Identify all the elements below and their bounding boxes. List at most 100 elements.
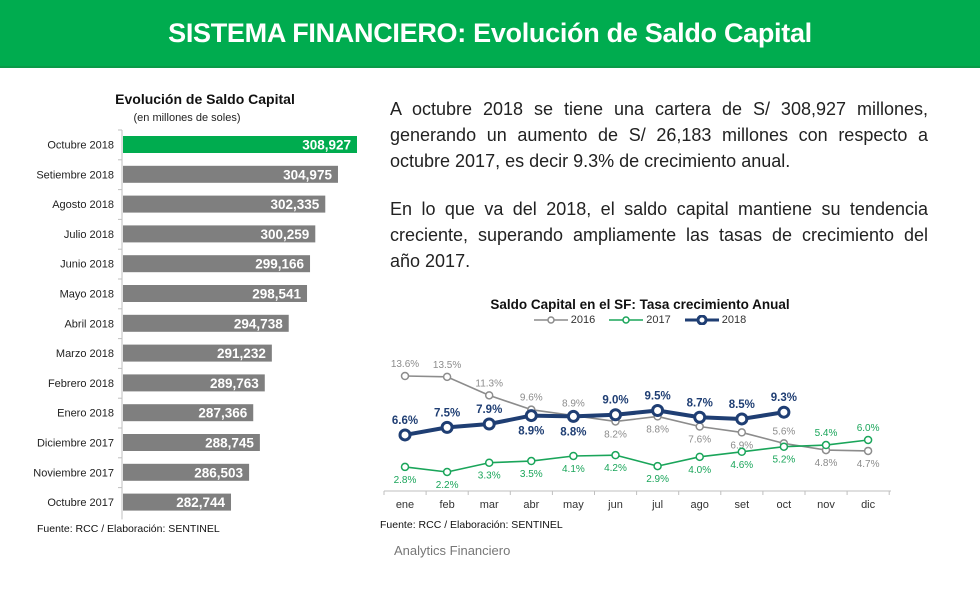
data-label-2017: 4.0% xyxy=(688,465,711,476)
bar-category-label: Mayo 2018 xyxy=(60,289,114,301)
data-point-2016 xyxy=(400,371,410,381)
data-point-2017 xyxy=(863,435,873,445)
bar-value-label: 300,259 xyxy=(260,227,309,242)
data-point-2017 xyxy=(653,461,662,471)
bar-category-label: Agosto 2018 xyxy=(52,199,114,211)
bar-category-label: Octubre 2018 xyxy=(47,140,114,152)
data-label-2016: 4.7% xyxy=(857,459,880,470)
data-label-2016: 11.3% xyxy=(475,378,503,389)
data-label-2016: 13.5% xyxy=(433,360,461,371)
bar-category-label: Diciembre 2017 xyxy=(37,438,114,450)
data-point-2017 xyxy=(484,458,494,467)
data-point-2018 xyxy=(651,404,665,418)
data-point-2018 xyxy=(398,428,412,442)
bar-category-label: Enero 2018 xyxy=(57,408,114,420)
bar-chart-subtitle: (en millones de soles) xyxy=(133,112,241,124)
data-point-2017 xyxy=(821,440,831,450)
data-point-2018 xyxy=(693,410,707,424)
line-chart-legend: 2016 2017 2018 xyxy=(380,314,900,326)
data-point-2017 xyxy=(442,467,452,477)
data-label-2017: 3.5% xyxy=(520,469,543,480)
bar-value-label: 289,763 xyxy=(210,376,259,391)
bar xyxy=(123,285,308,302)
series-line-2018 xyxy=(404,408,785,437)
data-label-2018: 7.5% xyxy=(434,407,460,419)
data-point-2016 xyxy=(863,446,873,456)
bar xyxy=(123,404,254,422)
data-label-2017: 3.3% xyxy=(478,471,501,482)
data-label-2017: 2.9% xyxy=(646,474,669,485)
data-label-2016: 8.9% xyxy=(562,399,585,410)
legend-label-2016: 2016 xyxy=(570,314,596,326)
x-tick-label: ago xyxy=(691,499,709,511)
x-tick-label: oct xyxy=(777,499,792,511)
data-point-2016 xyxy=(737,428,747,437)
bar xyxy=(123,195,326,213)
bar-category-label: Marzo 2018 xyxy=(56,348,114,360)
data-label-2017: 4.2% xyxy=(604,463,627,474)
bar-value-label: 287,366 xyxy=(198,406,247,421)
x-tick-label: feb xyxy=(439,499,454,511)
legend-marker-2016 xyxy=(533,316,568,324)
bar-value-label: 299,166 xyxy=(255,257,304,272)
data-point-2018 xyxy=(440,420,454,434)
bar-value-label: 291,232 xyxy=(217,346,266,361)
data-label-2016: 13.6% xyxy=(391,359,419,370)
data-label-2018: 9.3% xyxy=(771,392,797,404)
data-label-2017: 5.4% xyxy=(815,428,838,439)
data-label-2016: 4.8% xyxy=(815,458,838,469)
data-label-2016: 5.6% xyxy=(773,426,796,437)
bar xyxy=(123,225,316,243)
bar-chart-title: Evolución de Saldo Capital xyxy=(115,91,295,107)
bar xyxy=(123,374,265,392)
data-label-2016: 7.6% xyxy=(688,435,711,446)
bar xyxy=(123,493,232,511)
bar xyxy=(123,165,338,183)
data-point-2017 xyxy=(779,442,789,451)
data-point-2018 xyxy=(777,405,791,419)
data-point-2016 xyxy=(484,391,494,400)
bar xyxy=(123,463,250,481)
data-point-2017 xyxy=(400,462,410,472)
page-title: SISTEMA FINANCIERO: Evolución de Saldo C… xyxy=(168,17,812,48)
x-tick-label: jul xyxy=(651,499,663,511)
data-label-2016: 8.2% xyxy=(604,429,627,440)
page-header: SISTEMA FINANCIERO: Evolución de Saldo C… xyxy=(0,0,980,68)
x-tick-label: may xyxy=(563,499,584,511)
x-tick-label: mar xyxy=(480,499,499,511)
data-label-2016: 9.6% xyxy=(520,393,543,404)
bar-category-label: Setiembre 2018 xyxy=(36,169,114,181)
data-point-2018 xyxy=(735,412,749,426)
bar xyxy=(123,314,289,332)
data-label-2018: 8.9% xyxy=(518,426,544,438)
bar-chart-source: Fuente: RCC / Elaboración: SENTINEL xyxy=(37,523,220,535)
bar-category-label: Julio 2018 xyxy=(64,229,114,241)
x-tick-label: dic xyxy=(861,499,876,511)
line-chart-source: Fuente: RCC / Elaboración: SENTINEL xyxy=(380,519,563,531)
legend-item-2016: 2016 xyxy=(533,314,596,326)
data-point-2016 xyxy=(695,422,704,431)
data-label-2018: 8.7% xyxy=(687,397,713,409)
bar xyxy=(123,136,357,153)
data-point-2017 xyxy=(695,452,704,462)
paragraph-summary: A octubre 2018 se tiene una cartera de S… xyxy=(390,99,928,171)
line-chart-title: Saldo Capital en el SF: Tasa crecimiento… xyxy=(490,297,790,312)
legend-marker-2017 xyxy=(609,316,644,324)
x-tick-label: ene xyxy=(396,499,414,511)
bar-category-label: Junio 2018 xyxy=(60,259,114,271)
legend-label-2017: 2017 xyxy=(646,314,671,326)
data-point-2018 xyxy=(609,408,622,422)
footer-brand: Analytics Financiero xyxy=(394,543,511,558)
data-label-2017: 4.1% xyxy=(562,464,585,475)
series-line-2017 xyxy=(404,439,869,473)
bar-chart: Octubre 2018 308,927 Setiembre 2018 304,975… xyxy=(33,129,357,520)
data-point-2018 xyxy=(566,409,580,423)
bar-category-label: Febrero 2018 xyxy=(48,378,114,390)
x-tick-label: abr xyxy=(523,499,539,511)
bar-value-label: 282,744 xyxy=(176,495,225,510)
data-label-2018: 9.5% xyxy=(644,391,670,403)
data-label-2017: 2.8% xyxy=(394,475,417,486)
bar xyxy=(123,344,272,362)
legend-marker-2018 xyxy=(684,315,719,325)
